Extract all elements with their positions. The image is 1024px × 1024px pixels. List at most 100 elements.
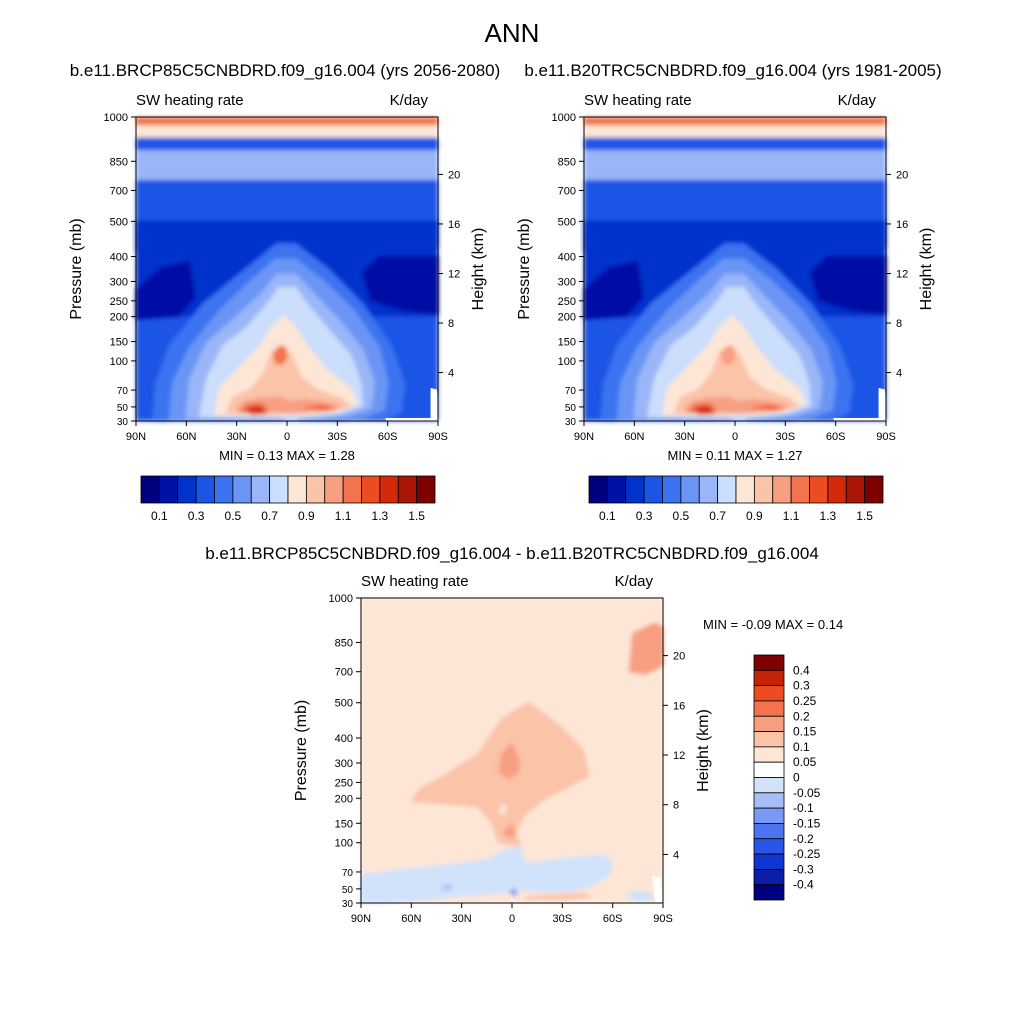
colorbar-label: 1.5 [408,509,425,523]
y2-axis-label: Height (km) [918,228,935,311]
height-tick-label: 12 [896,269,908,281]
pressure-tick-label: 50 [565,403,577,414]
panel2-title: b.e11.B20TRC5CNBDRD.f09_g16.004 (yrs 198… [524,61,942,80]
colorbar-label: 1.1 [335,509,352,523]
height-tick-label: 4 [673,849,679,861]
missing-data-mask [430,388,439,422]
colorbar-label: -0.15 [793,816,821,830]
height-tick-label: 16 [896,219,908,231]
variable-label: SW heating rate [361,573,469,590]
colorbar-box [753,685,785,702]
latitude-tick-label: 60S [603,913,623,925]
height-tick-label: 12 [673,750,685,762]
pressure-tick-label: 30 [342,899,354,910]
equatorial-peak [272,345,288,366]
colorbar-box [397,475,418,504]
field-tropopause-band [135,220,439,252]
pressure-tick-label: 70 [565,386,577,397]
pressure-tick-label: 400 [558,252,576,264]
latitude-tick-label: 60S [378,431,398,443]
latitude-tick-label: 60N [176,431,196,443]
panel3-minmax: MIN = -0.09 MAX = 0.14 [703,617,843,632]
pressure-tick-label: 100 [558,356,576,368]
units-label: K/day [615,573,654,590]
y-axis-label: Pressure (mb) [293,700,310,801]
panel1-colorbar: 0.1 0.3 0.5 0.7 0.9 1.1 1.3 1.5 [588,475,884,523]
colorbar-box [864,475,884,504]
colorbar-box [753,654,785,671]
diff-negative-blob [440,884,453,891]
units-label: K/day [390,92,429,109]
colorbar-box [379,475,399,504]
variable-label: SW heating rate [136,92,244,109]
colorbar-box [680,475,700,504]
colorbar-label: 0.9 [298,509,315,523]
latitude-tick-label: 90N [351,913,371,925]
colorbar-box [753,700,785,717]
variable-label: SW heating rate [584,92,692,109]
colorbar-box [753,884,785,901]
colorbar-label: 0.05 [793,755,817,769]
panel1-field [583,117,887,422]
colorbar-box [324,475,344,504]
colorbar-box [753,777,785,794]
colorbar-box [753,853,785,870]
latitude-tick-label: 30S [553,913,573,925]
height-tick-label: 8 [673,800,679,812]
latitude-tick-label: 60N [401,913,421,925]
pressure-tick-label: 700 [110,185,128,197]
panel2-minmax: MIN = 0.11 MAX = 1.27 [668,448,803,463]
diff-negative-equator [509,889,518,896]
max-south [764,406,777,410]
panel1-title: b.e11.BRCP85C5CNBDRD.f09_g16.004 (yrs 20… [69,61,501,80]
colorbar-label: -0.4 [793,878,814,892]
colorbar-box [625,475,645,504]
pressure-tick-label: 200 [335,793,353,805]
pressure-tick-label: 300 [558,276,576,288]
missing-data-mask [878,388,887,422]
y2-axis-label: Height (km) [470,228,487,311]
pressure-tick-label: 700 [335,667,353,679]
pressure-tick-label: 1000 [104,112,128,124]
colorbar-box [753,838,785,855]
colorbar-label: 0.1 [151,509,168,523]
colorbar-box [269,475,289,504]
colorbar-box [753,715,785,732]
pressure-tick-label: 30 [117,417,129,428]
y-axis-label: Pressure (mb) [516,218,533,319]
strato-top [136,117,438,126]
page-title: ANN [484,18,540,48]
colorbar-box [753,669,785,687]
colorbar-box [845,475,866,504]
colorbar-box [606,475,627,504]
latitude-tick-label: 30N [227,431,247,443]
pressure-tick-label: 400 [110,252,128,264]
colorbar-label: 0.3 [793,679,810,693]
height-tick-label: 4 [448,368,454,380]
colorbar-box [772,475,792,504]
strato-blue [584,150,886,180]
height-tick-label: 8 [896,318,902,330]
panel1-minmax: MIN = 0.13 MAX = 1.28 [219,448,355,463]
latitude-tick-label: 30S [328,431,348,443]
pressure-tick-label: 70 [117,386,129,397]
colorbar-box [827,475,847,504]
colorbar-box [753,761,785,778]
colorbar-label: 1.3 [372,509,389,523]
y-axis-label: Pressure (mb) [68,218,85,319]
pressure-tick-label: 100 [110,356,128,368]
colorbar-box [287,475,307,504]
colorbar-label: 0.5 [225,509,242,523]
colorbar-box [140,475,160,504]
pressure-tick-label: 250 [558,296,576,308]
colorbar-label: 0.4 [793,663,810,677]
latitude-tick-label: 90N [126,431,146,443]
colorbar-box [250,475,271,504]
pressure-tick-label: 500 [558,216,576,228]
missing-data-mask [658,898,664,904]
colorbar-label: -0.1 [793,801,814,815]
diff-negative-lower [360,845,614,904]
colorbar-box [753,868,785,886]
field-tropopause-band [583,220,887,252]
